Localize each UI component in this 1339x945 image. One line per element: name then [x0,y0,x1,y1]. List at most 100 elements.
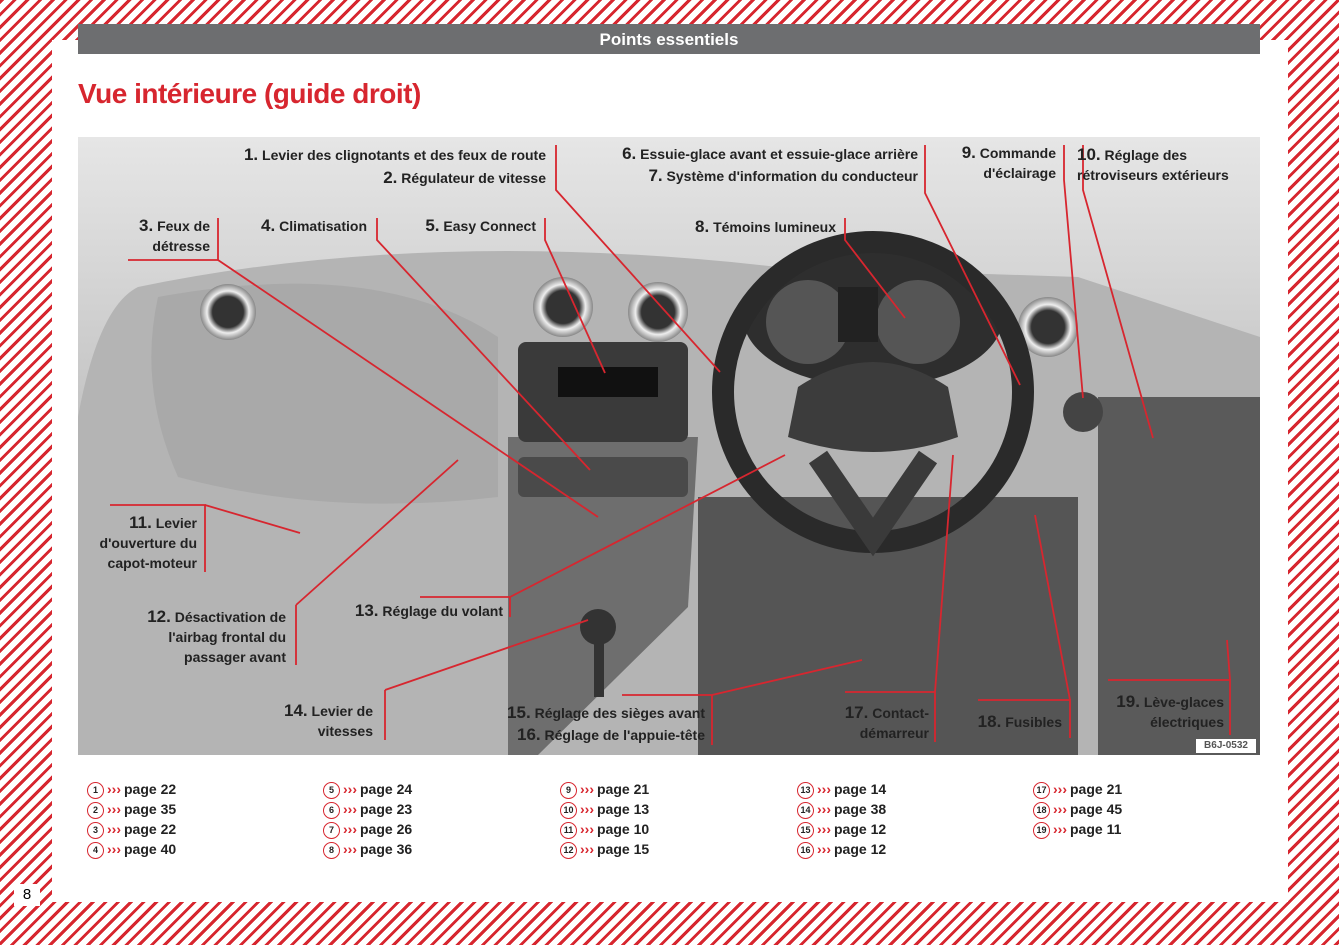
reference-number: 14 [797,802,814,819]
callout: 14. Levier de vitesses [284,701,373,741]
callout-text: détresse [152,238,210,254]
callout-text: Commande [979,145,1056,161]
callout-line: 9. Commande [962,143,1056,163]
callout-line: 1. Levier des clignotants et des feux de… [244,145,546,165]
callout-text: d'ouverture du [99,535,197,551]
reference: 9 ››› page 21 [560,779,649,799]
reference-page: page 24 [360,781,413,797]
reference-page: page 11 [1070,821,1122,837]
reference: 14 ››› page 38 [797,799,886,819]
arrow-icon: ››› [580,841,594,857]
callout: 9. Commande d'éclairage [962,143,1056,183]
callout-number: 13. [354,601,379,620]
callout: 13. Réglage du volant [355,601,503,621]
callout-text: Contact- [872,705,929,721]
callout-number: 2. [383,168,398,187]
reference-page: page 13 [597,801,650,817]
callout-text: Régulateur de vitesse [401,170,546,186]
callout-number: 14. [283,701,308,720]
callout-line: capot-moteur [100,553,197,573]
callout: 15. Réglage des sièges avant [507,703,705,723]
callout-number: 3. [139,216,154,235]
callout-line: démarreur [845,723,929,743]
callout-text: Réglage de l'appuie-tête [544,727,705,743]
callout-line: l'airbag frontal du [147,627,286,647]
callout-number: 17. [844,703,869,722]
callout-line: rétroviseurs extérieurs [1077,165,1229,185]
callout: 6. Essuie-glace avant et essuie-glace ar… [622,144,918,164]
reference: 19 ››› page 11 [1033,819,1121,839]
callout-line: 15. Réglage des sièges avant [507,703,705,723]
callout-text: Réglage des [1104,147,1188,163]
arrow-icon: ››› [107,781,121,797]
callout-text: Réglage des sièges avant [534,705,705,721]
arrow-icon: ››› [580,821,594,837]
reference-page: page 35 [124,801,177,817]
callout-number: 7. [648,166,663,185]
dashboard-photo [78,137,1260,755]
page-number: 8 [14,884,40,906]
callout: 2. Régulateur de vitesse [383,168,546,188]
reference: 1 ››› page 22 [87,779,176,799]
callout-number: 10. [1077,145,1101,164]
reference: 15 ››› page 12 [797,819,886,839]
arrow-icon: ››› [817,801,831,817]
reference-number: 3 [87,822,104,839]
arrow-icon: ››› [107,821,121,837]
callout-line: 3. Feux de [139,216,210,236]
callout-line: 11. Levier [100,513,197,533]
callout-text: Fusibles [1005,714,1062,730]
callout: 5. Easy Connect [425,216,536,236]
callout-text: Réglage du volant [382,603,503,619]
reference-page: page 40 [124,841,177,857]
callout: 1. Levier des clignotants et des feux de… [244,145,546,165]
reference-number: 6 [323,802,340,819]
callout-text: Easy Connect [443,218,536,234]
reference-page: page 12 [834,841,887,857]
callout-number: 11. [129,513,152,532]
callout-number: 16. [516,725,541,744]
reference-number: 17 [1033,782,1050,799]
callout-line: 12. Désactivation de [147,607,286,627]
callout-line: 17. Contact- [845,703,929,723]
reference-page: page 21 [597,781,650,797]
callout-text: Levier [155,515,197,531]
reference-number: 15 [797,822,814,839]
reference: 13 ››› page 14 [797,779,886,799]
callout-number: 6. [622,144,637,163]
reference-page: page 22 [124,821,177,837]
callout: 3. Feux de détresse [139,216,210,256]
arrow-icon: ››› [343,821,357,837]
callout-line: électriques [1116,712,1224,732]
arrow-icon: ››› [817,781,831,797]
arrow-icon: ››› [1053,801,1067,817]
arrow-icon: ››› [343,781,357,797]
reference-number: 8 [323,842,340,859]
arrow-icon: ››› [107,801,121,817]
reference: 2 ››› page 35 [87,799,176,819]
callout-line: passager avant [147,647,286,667]
reference-page: page 12 [834,821,887,837]
callout-line: 16. Réglage de l'appuie-tête [517,725,705,745]
arrow-icon: ››› [580,781,594,797]
callout-number: 1. [243,145,259,164]
callout: 4. Climatisation [261,216,367,236]
page-title: Vue intérieure (guide droit) [78,78,421,109]
arrow-icon: ››› [1053,821,1067,837]
arrow-icon: ››› [343,801,357,817]
reference-number: 16 [797,842,814,859]
callout-text: Climatisation [279,218,367,234]
arrow-icon: ››› [1053,781,1067,797]
callout-line: 14. Levier de [284,701,373,721]
callout-text: vitesses [317,723,373,739]
callout-text: Levier des clignotants et des feux de ro… [262,147,546,163]
reference: 16 ››› page 12 [797,839,886,859]
callout-text: Désactivation de [174,609,286,625]
callout-number: 4. [261,216,276,235]
callout-text: démarreur [859,725,929,741]
callout: 12. Désactivation de l'airbag frontal du p… [147,607,286,667]
image-code: B6J-0532 [1196,739,1256,753]
callout-number: 8. [695,217,710,236]
reference-page: page 38 [834,801,887,817]
